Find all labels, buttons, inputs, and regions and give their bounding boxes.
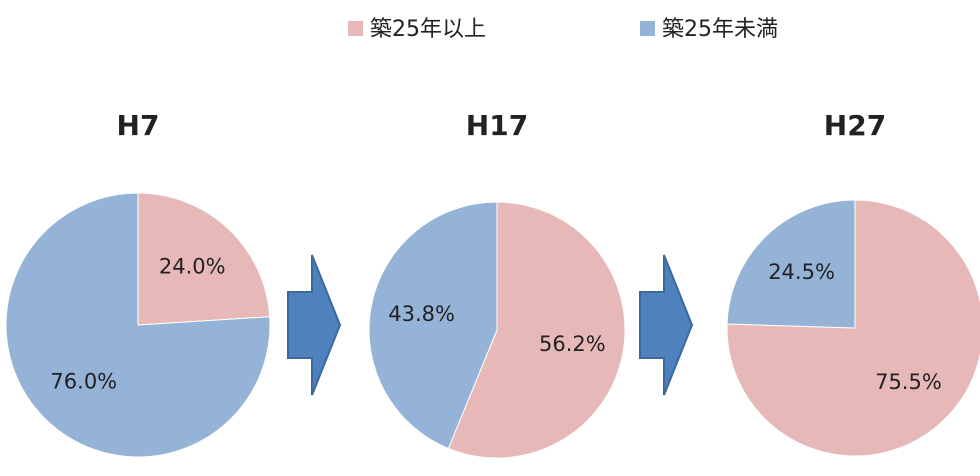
legend-swatch — [640, 21, 655, 36]
pie-slice — [368, 201, 498, 450]
chart-title: H7 — [117, 109, 160, 142]
legend-swatch — [348, 21, 363, 36]
pie-slice — [137, 192, 271, 326]
legend-label: 築25年以上 — [370, 17, 486, 42]
data-label: 43.8% — [388, 302, 455, 326]
data-label: 24.0% — [159, 254, 226, 278]
pie-slice — [5, 192, 271, 458]
pie-slice — [447, 201, 626, 459]
pie-slice — [726, 199, 856, 329]
arrow — [639, 254, 694, 396]
data-label: 76.0% — [50, 370, 117, 394]
legend-label: 築25年未満 — [662, 17, 778, 42]
data-label: 56.2% — [539, 332, 606, 356]
chart-title: H27 — [824, 109, 886, 142]
data-label: 75.5% — [875, 370, 942, 394]
chart-title: H17 — [466, 109, 528, 142]
arrow — [287, 254, 342, 396]
data-label: 24.5% — [768, 260, 835, 284]
